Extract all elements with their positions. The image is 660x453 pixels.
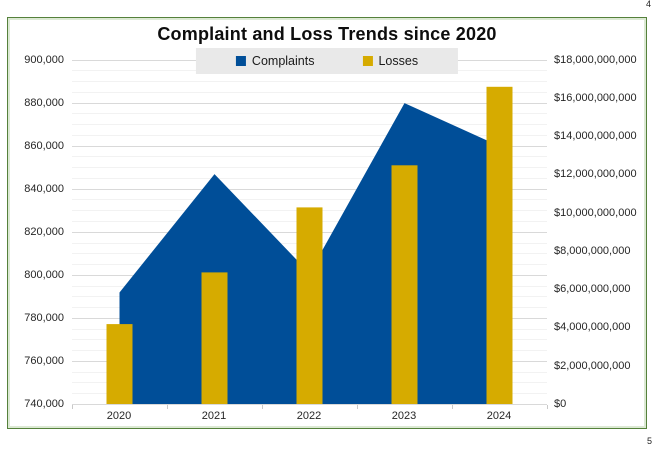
left-axis-tick-label: 800,000 bbox=[24, 268, 64, 281]
left-axis-tick-label: 740,000 bbox=[24, 398, 64, 410]
minor-gridline bbox=[71, 113, 547, 115]
right-axis-tick-label: $12,000,000,000 bbox=[554, 168, 637, 181]
right-axis-tick-label: $6,000,000,000 bbox=[554, 283, 631, 296]
right-axis-tick-label: $8,000,000,000 bbox=[554, 244, 631, 257]
minor-gridline bbox=[71, 134, 547, 136]
x-axis-label: 2024 bbox=[486, 410, 512, 422]
right-axis-tick-label: $4,000,000,000 bbox=[554, 321, 631, 334]
page-number-top: 4 bbox=[645, 0, 651, 9]
left-axis-labels: 900,000 880,000 860,000 840,000 820,000 800,0… bbox=[8, 54, 64, 411]
major-gridline bbox=[71, 102, 547, 104]
chart-title: Complaint and Loss Trends since 2020 bbox=[157, 24, 497, 44]
plot-area bbox=[71, 59, 548, 409]
legend-item-complaints: Complaints bbox=[235, 54, 315, 68]
chart-legend: Complaints Losses bbox=[195, 48, 459, 74]
left-axis-tick-label: 820,000 bbox=[24, 225, 64, 238]
left-axis-tick-label: 780,000 bbox=[24, 311, 64, 324]
right-axis-tick-label: $18,000,000,000 bbox=[554, 53, 637, 66]
complaints-swatch-icon bbox=[235, 56, 246, 66]
x-axis-tick bbox=[546, 405, 548, 409]
x-axis-label: 2022 bbox=[296, 410, 322, 422]
right-axis-tick-label: $2,000,000,000 bbox=[554, 359, 631, 372]
minor-gridline bbox=[71, 177, 547, 179]
left-axis-tick-label: 840,000 bbox=[24, 182, 64, 195]
right-axis-tick-label: $0 bbox=[554, 398, 567, 410]
major-gridline bbox=[71, 145, 547, 147]
right-axis-tick-label: $14,000,000,000 bbox=[554, 130, 637, 143]
minor-gridline bbox=[71, 124, 547, 126]
x-axis-tick bbox=[71, 405, 73, 409]
right-axis-tick-label: $10,000,000,000 bbox=[554, 206, 637, 219]
x-axis-label: 2020 bbox=[106, 410, 132, 422]
minor-gridline bbox=[71, 199, 547, 201]
losses-bar bbox=[201, 271, 227, 404]
left-axis-tick-label: 860,000 bbox=[24, 139, 64, 152]
x-axis-tick bbox=[261, 405, 263, 409]
minor-gridline bbox=[71, 156, 547, 158]
x-axis-tick bbox=[166, 405, 168, 409]
losses-bar bbox=[296, 206, 322, 404]
minor-gridline bbox=[71, 167, 547, 169]
losses-bar bbox=[106, 323, 132, 404]
legend-label-complaints: Complaints bbox=[251, 54, 315, 68]
left-axis-tick-label: 900,000 bbox=[24, 53, 64, 66]
plot-svg bbox=[106, 86, 512, 404]
right-axis-tick-label: $16,000,000,000 bbox=[554, 91, 637, 104]
minor-gridline bbox=[71, 91, 547, 93]
legend-label-losses: Losses bbox=[378, 54, 419, 68]
x-axis-labels: 2020 2021 2022 2023 2024 bbox=[72, 410, 547, 426]
x-axis-tick bbox=[356, 405, 358, 409]
major-gridline bbox=[71, 188, 547, 190]
chart-frame[interactable]: Complaint and Loss Trends since 2020 Com… bbox=[7, 17, 647, 429]
x-axis-label: 2021 bbox=[201, 410, 227, 422]
page-number-bottom: 5 bbox=[646, 436, 652, 446]
legend-item-losses: Losses bbox=[362, 54, 418, 68]
major-gridline bbox=[71, 404, 547, 405]
right-axis-labels: $18,000,000,000 $16,000,000,000 $14,000,00… bbox=[554, 54, 646, 411]
left-axis-tick-label: 760,000 bbox=[24, 354, 64, 367]
left-axis-tick-label: 880,000 bbox=[24, 96, 64, 109]
losses-bar bbox=[486, 86, 512, 404]
x-axis-tick bbox=[451, 405, 453, 409]
losses-bar bbox=[391, 164, 417, 404]
minor-gridline bbox=[71, 81, 547, 83]
x-axis-label: 2023 bbox=[391, 410, 417, 422]
losses-swatch-icon bbox=[362, 56, 373, 66]
